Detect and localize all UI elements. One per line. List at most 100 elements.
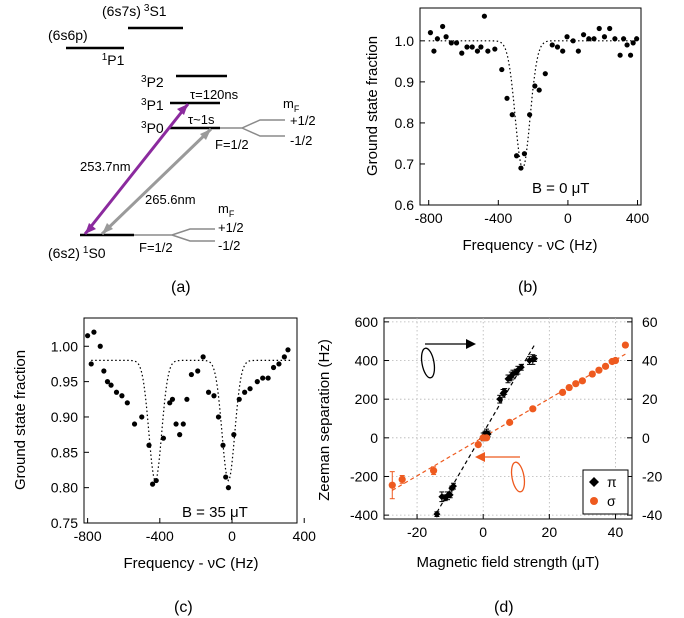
chart-d-ytick-label: 600 bbox=[355, 314, 379, 330]
chart-b-point bbox=[443, 34, 449, 40]
legend-pi-marker bbox=[589, 477, 599, 487]
chart-d-ytick-label: 0 bbox=[370, 430, 378, 446]
chart-b-xtick-label: -400 bbox=[484, 210, 512, 226]
chart-d-y2tick-label: -20 bbox=[642, 468, 662, 484]
chart-d-pi-point bbox=[496, 395, 504, 403]
chart-c-point bbox=[131, 421, 138, 427]
chart-d-xtick-label: -20 bbox=[407, 524, 427, 540]
chart-c-point bbox=[285, 347, 291, 353]
f-label-upper: F=1/2 bbox=[215, 137, 249, 152]
chart-c-point bbox=[265, 375, 271, 381]
transition-arrow-253nm bbox=[83, 103, 190, 235]
chart-d-ytick-label: -200 bbox=[350, 468, 378, 484]
label-3p1: 3P1 bbox=[141, 97, 164, 113]
chart-b-point bbox=[481, 13, 487, 19]
chart-c-ticks: -800 -400 0 400 0.75 0.80 0.85 0.90 0.95 1.00 bbox=[51, 338, 316, 544]
chart-d-sigma-point bbox=[595, 366, 603, 374]
chart-b-point bbox=[620, 36, 627, 42]
chart-b-point bbox=[612, 36, 618, 42]
panel-label-a: (a) bbox=[171, 279, 191, 296]
chart-c-point bbox=[260, 375, 266, 381]
label-1s0: (6s2) 1S0 bbox=[48, 245, 106, 261]
chart-c-point bbox=[254, 379, 260, 385]
chart-d-ytick-label: -400 bbox=[350, 507, 378, 523]
chart-b-point bbox=[478, 44, 484, 50]
chart-c-xtick-label: 400 bbox=[293, 528, 317, 544]
chart-c-point bbox=[200, 354, 206, 360]
chart-b-point bbox=[570, 38, 576, 44]
chart-b-point bbox=[532, 83, 538, 89]
chart-b-ytick-label: 0.9 bbox=[395, 74, 415, 90]
chart-b-point bbox=[453, 40, 460, 46]
chart-b-xtick-label: -800 bbox=[415, 210, 443, 226]
sigma-axis-indicator bbox=[475, 452, 526, 493]
chart-b-point bbox=[624, 42, 630, 48]
chart-d-points bbox=[388, 341, 629, 518]
chart-d-sigma-point bbox=[601, 362, 610, 370]
chart-b-point bbox=[596, 25, 602, 32]
chart-c-points bbox=[85, 329, 291, 491]
chart-d-sigma-point bbox=[588, 370, 596, 378]
chart-d-sigma-point bbox=[572, 380, 580, 388]
chart-d-ytick-label: 400 bbox=[355, 353, 379, 369]
legend-sigma-label: σ bbox=[607, 493, 616, 509]
chart-c-point bbox=[153, 477, 159, 484]
lifetime-3p0: τ~1s bbox=[188, 112, 215, 127]
chart-c-ytick-label: 0.75 bbox=[51, 515, 78, 531]
chart-c-point bbox=[211, 393, 217, 399]
chart-c: -800 -400 0 400 0.75 0.80 0.85 0.90 0.95 1.00 B =… bbox=[12, 317, 316, 572]
label-3p0: 3P0 bbox=[141, 120, 164, 136]
chart-b-point bbox=[564, 34, 570, 40]
chart-b-ytick-label: 0.7 bbox=[395, 156, 415, 172]
chart-c-point bbox=[220, 442, 226, 448]
chart-c-ytick-label: 1.00 bbox=[51, 338, 78, 354]
chart-d-ylabel: Zeeman separation (Hz) bbox=[316, 339, 333, 501]
mf-plus-lower: +1/2 bbox=[218, 220, 244, 235]
chart-b-point bbox=[617, 52, 623, 58]
chart-c-point bbox=[177, 432, 183, 438]
chart-b-xtick-label: 0 bbox=[564, 210, 572, 226]
chart-b-point bbox=[459, 50, 465, 56]
chart-c-annotation: B = 35 μT bbox=[182, 504, 248, 521]
chart-c-point bbox=[195, 368, 201, 374]
level-diagram: (6s7s) 3S1 (6s6p)1P1 3P2 3P1 3P0 (6s2) 1S0… bbox=[48, 3, 316, 261]
chart-c-frame bbox=[83, 317, 298, 524]
chart-b-xlabel: Frequency - νC (Hz) bbox=[462, 237, 597, 254]
chart-b-ytick-label: 0.8 bbox=[395, 115, 415, 131]
chart-d-y2tick-label: 0 bbox=[642, 430, 650, 446]
chart-c-point bbox=[124, 400, 130, 406]
chart-c-point bbox=[276, 361, 282, 367]
chart-c-xtick-label: -800 bbox=[74, 528, 102, 544]
chart-b-point bbox=[580, 32, 587, 38]
transition-arrow-265nm bbox=[100, 127, 213, 236]
chart-d-xlabel: Magnetic field strength (μT) bbox=[417, 554, 600, 571]
chart-d-y2tick-label: 60 bbox=[642, 314, 658, 330]
chart-b-points bbox=[427, 13, 640, 171]
chart-c-xtick-label: 0 bbox=[228, 528, 236, 544]
chart-d-sigma-point bbox=[621, 341, 629, 349]
chart-b-point bbox=[607, 25, 613, 32]
chart-b-point bbox=[627, 52, 634, 58]
chart-b-point bbox=[554, 44, 561, 50]
chart-b-point bbox=[536, 87, 542, 93]
chart-c-point bbox=[119, 393, 125, 399]
chart-c-point bbox=[167, 400, 173, 406]
chart-d-ytick-label: 200 bbox=[355, 391, 379, 407]
chart-b-point bbox=[448, 40, 454, 46]
chart-d-sigma-point bbox=[398, 475, 406, 483]
chart-b-frame bbox=[419, 7, 642, 206]
chart-c-point bbox=[247, 386, 253, 392]
chart-d-sigma-point bbox=[388, 481, 396, 489]
chart-c-point bbox=[236, 396, 242, 402]
chart-c-xtick-label: -400 bbox=[146, 528, 174, 544]
chart-d-xtick-label: 20 bbox=[542, 524, 558, 540]
chart-d-sigma-point bbox=[430, 467, 438, 475]
chart-c-point bbox=[180, 421, 186, 427]
hyperfine-split-3p0 bbox=[220, 119, 285, 137]
chart-c-ytick-label: 0.95 bbox=[51, 374, 78, 390]
chart-d-sigma-point bbox=[565, 383, 573, 392]
legend-pi-label: π bbox=[607, 474, 617, 490]
mf-label-lower: mF bbox=[218, 201, 235, 219]
